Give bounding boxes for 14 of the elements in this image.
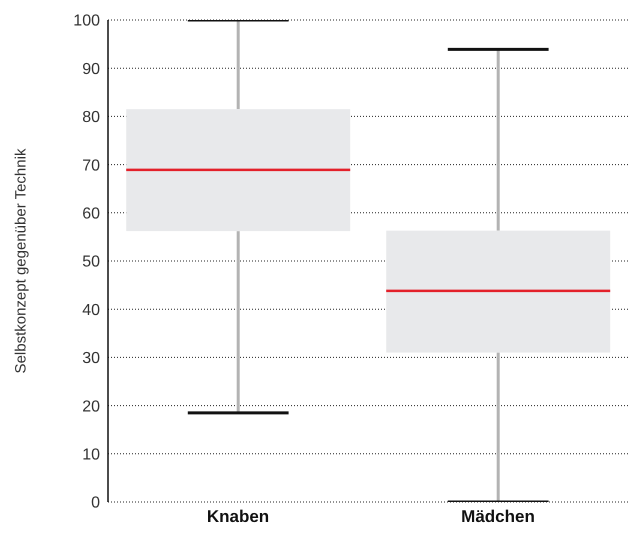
y-tick-label: 20: [82, 398, 100, 416]
y-axis-title: Selbstkonzept gegenüber Technik: [12, 148, 30, 374]
x-tick-label: Mädchen: [461, 507, 535, 526]
y-tick-label: 0: [91, 494, 100, 512]
y-tick-label: 10: [82, 446, 100, 464]
y-tick-label: 80: [82, 109, 100, 126]
y-tick-label: 100: [73, 12, 100, 30]
x-tick-label: Knaben: [206, 507, 270, 526]
y-tick-label: 90: [82, 60, 100, 78]
y-tick-label: 60: [82, 205, 100, 222]
y-tick-label: 70: [82, 157, 100, 174]
y-tick-label: 50: [82, 254, 100, 271]
y-tick-label: 30: [82, 350, 100, 368]
y-tick-label: 40: [82, 302, 100, 319]
